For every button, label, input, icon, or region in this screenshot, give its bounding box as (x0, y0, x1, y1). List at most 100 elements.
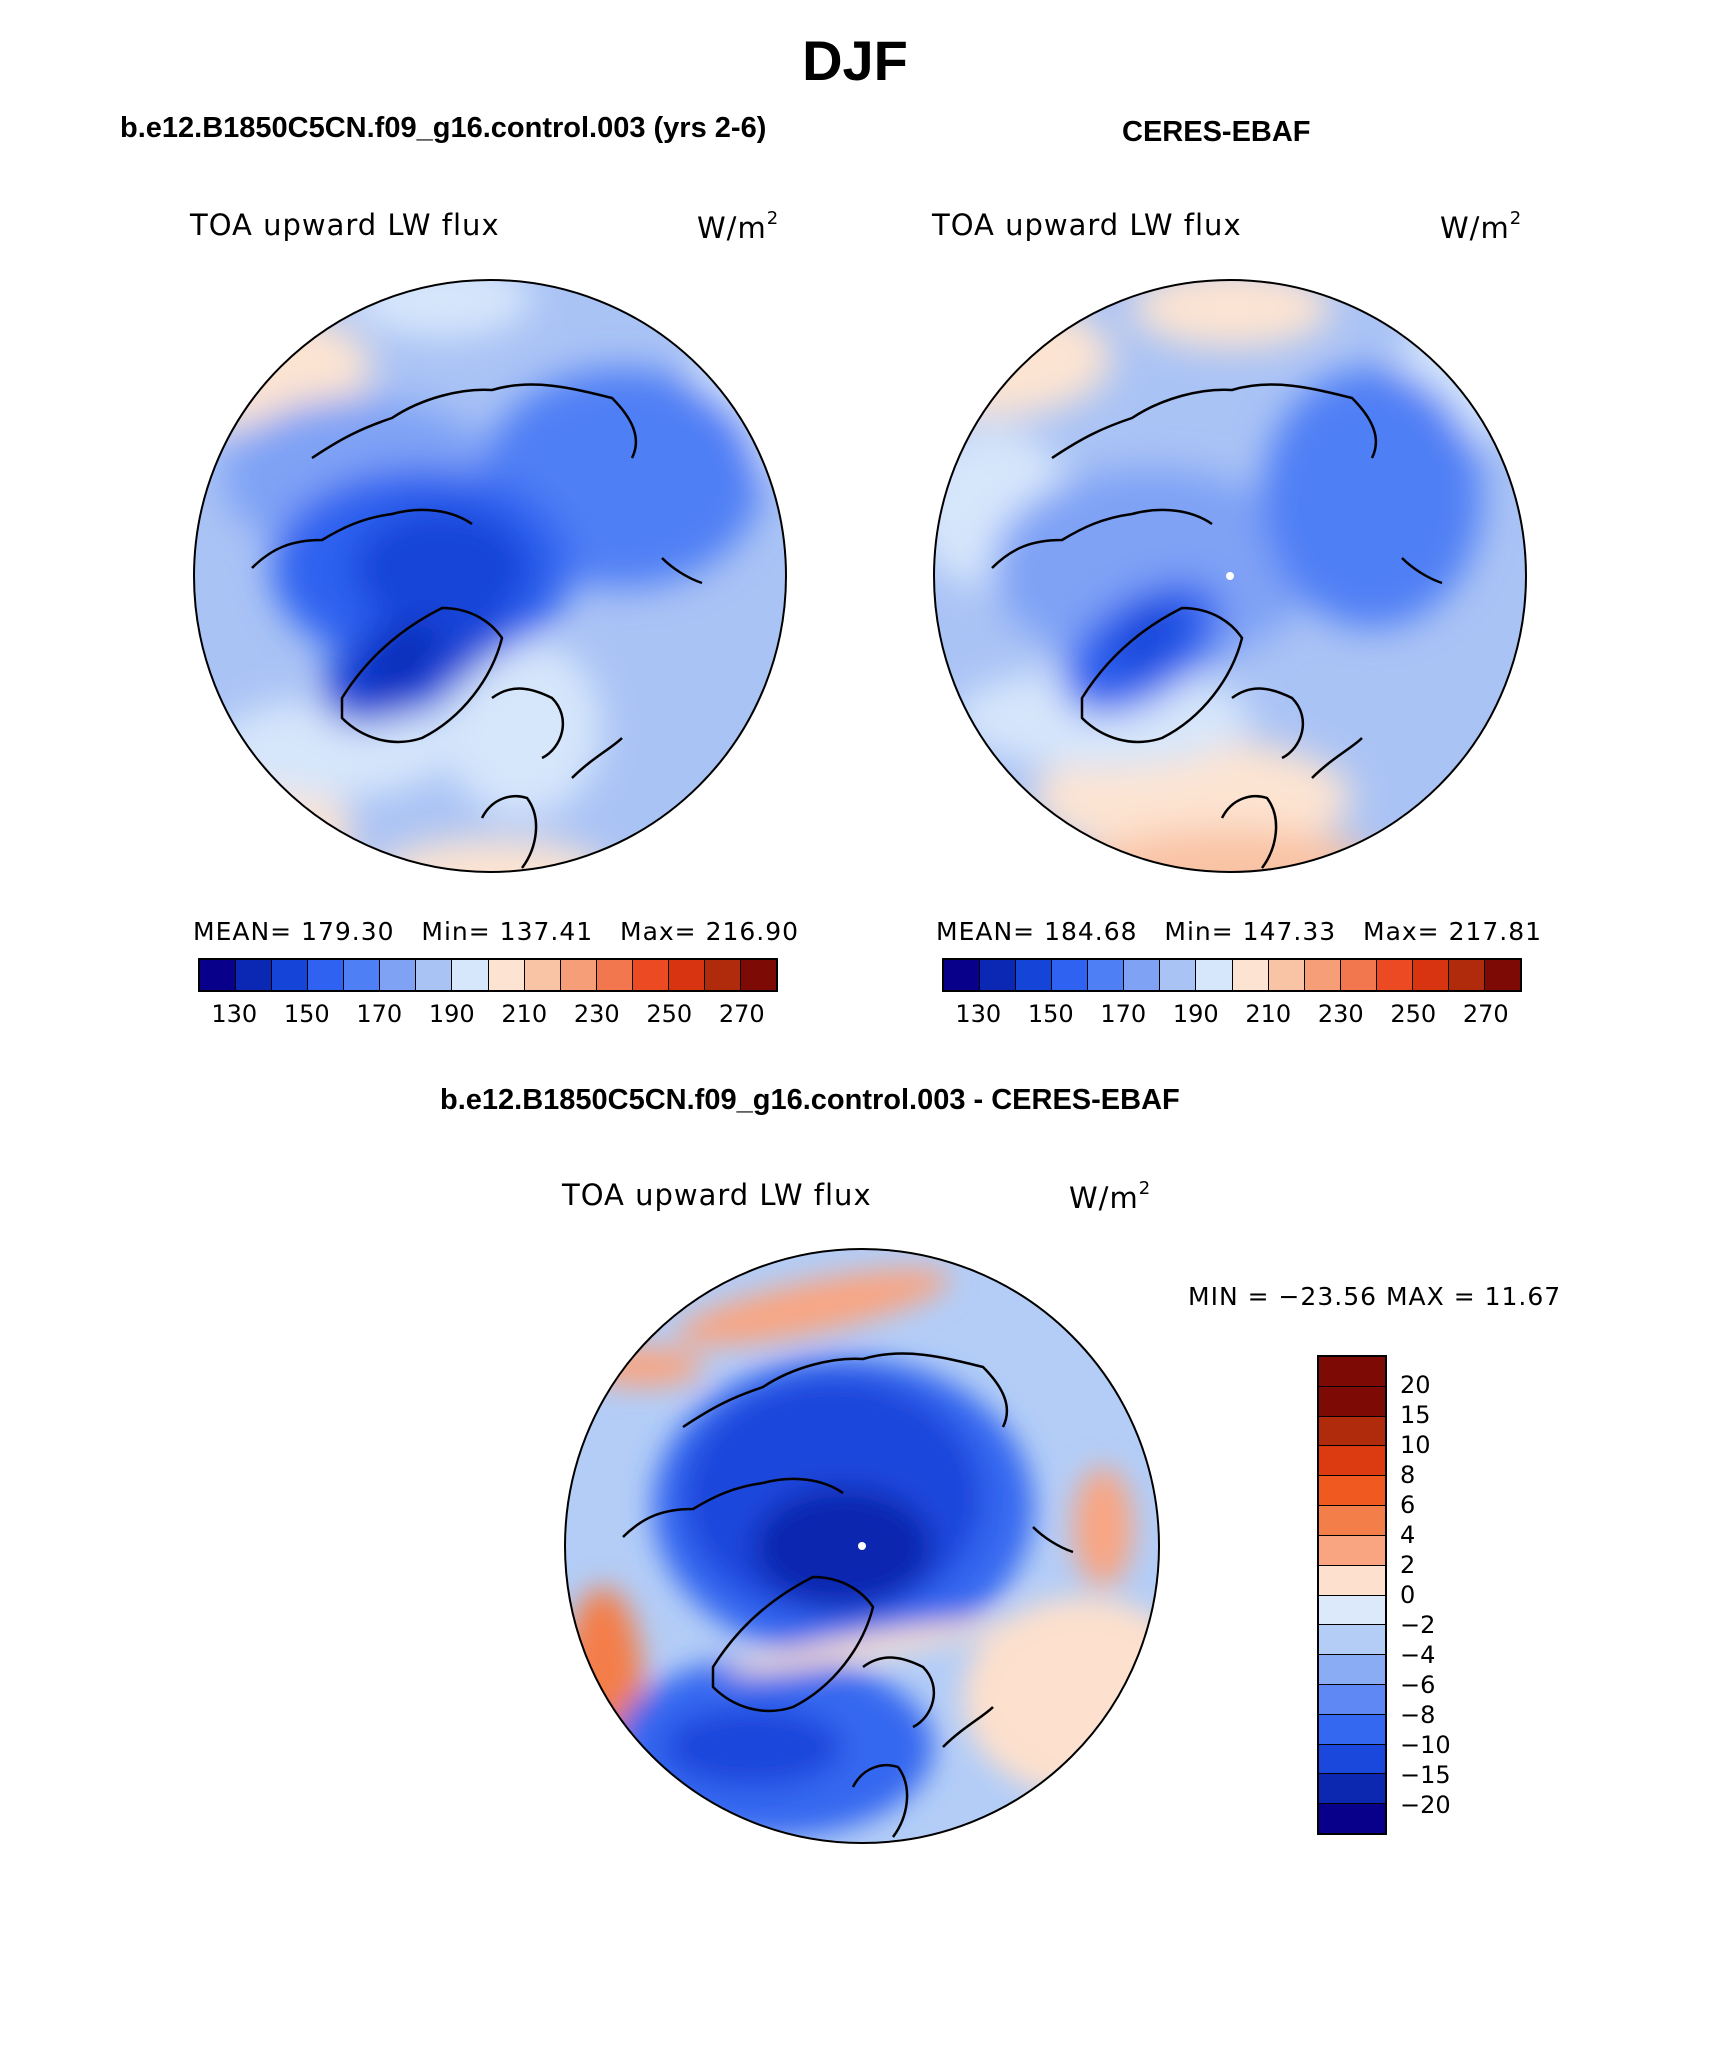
colorbar-box (1319, 1804, 1385, 1833)
colorbar-tick-label: 230 (1317, 1000, 1364, 1028)
colorbar-tick-label: 2 (1400, 1551, 1416, 1579)
colorbar-box (632, 960, 669, 990)
colorbar-box (1319, 1714, 1385, 1745)
colorbar-box (1319, 1655, 1385, 1685)
model-max-value: 216.90 (705, 917, 800, 946)
colorbar-box (1448, 960, 1485, 990)
colorbar-tick-label: 190 (1172, 1000, 1219, 1028)
colorbar-box (1319, 1446, 1385, 1477)
colorbar-box (944, 960, 981, 990)
obs-stats: MEAN= 184.68 Min= 147.33 Max= 217.81 (936, 917, 1543, 946)
colorbar-tick-label: −6 (1400, 1671, 1436, 1699)
obs-min-value: 147.33 (1242, 917, 1337, 946)
colorbar-box (560, 960, 597, 990)
colorbar-tick-label: 250 (1390, 1000, 1437, 1028)
obs-max-value: 217.81 (1448, 917, 1543, 946)
colorbar-box (596, 960, 633, 990)
colorbar-box (236, 960, 273, 990)
diff-panel-title: b.e12.B1850C5CN.f09_g16.control.003 - CE… (440, 1084, 1180, 1116)
colorbar-box (1376, 960, 1413, 990)
colorbar-box (1088, 960, 1125, 990)
colorbar-tick-label: 20 (1400, 1371, 1431, 1399)
diff-variable-label: TOA upward LW flux (562, 1178, 872, 1212)
model-variable-label: TOA upward LW flux (190, 208, 500, 242)
obs-colorbar (942, 958, 1522, 992)
obs-mean-value: 184.68 (1044, 917, 1138, 946)
colorbar-box (200, 960, 237, 990)
colorbar-tick-label: −20 (1400, 1791, 1451, 1819)
colorbar-box (1319, 1565, 1385, 1596)
colorbar-box (452, 960, 489, 990)
colorbar-box (1196, 960, 1233, 990)
colorbar-box (344, 960, 381, 990)
colorbar-tick-label: 8 (1400, 1461, 1416, 1489)
model-panel-title: b.e12.B1850C5CN.f09_g16.control.003 (yrs… (120, 112, 767, 144)
colorbar-tick-label: 230 (573, 1000, 620, 1028)
colorbar-box (1124, 960, 1161, 990)
colorbar-box (668, 960, 705, 990)
diff-polar-map (564, 1248, 1160, 1844)
colorbar-box (1319, 1595, 1385, 1626)
colorbar-box (380, 960, 417, 990)
colorbar-box (1319, 1386, 1385, 1417)
model-stats: MEAN= 179.30 Min= 137.41 Max= 216.90 (193, 917, 800, 946)
colorbar-box (1319, 1625, 1385, 1656)
obs-variable-label: TOA upward LW flux (932, 208, 1242, 242)
colorbar-tick-label: 150 (1027, 1000, 1074, 1028)
colorbar-box (1319, 1416, 1385, 1447)
obs-units-label: W/m2 (1440, 208, 1523, 245)
colorbar-box (980, 960, 1017, 990)
colorbar-tick-label: 210 (1245, 1000, 1292, 1028)
obs-polar-map (933, 279, 1527, 873)
diff-units-label: W/m2 (1069, 1178, 1152, 1215)
model-colorbar-ticks: 130 150 170 190 210 230 250 270 (198, 1000, 778, 1030)
obs-panel-title: CERES-EBAF (1122, 116, 1311, 148)
colorbar-box (488, 960, 525, 990)
colorbar-box (1268, 960, 1305, 990)
colorbar-tick-label: −2 (1400, 1611, 1436, 1639)
colorbar-box (704, 960, 741, 990)
colorbar-tick-label: 10 (1400, 1431, 1431, 1459)
colorbar-box (1232, 960, 1269, 990)
figure-title: DJF (802, 29, 908, 92)
colorbar-tick-label: 190 (428, 1000, 475, 1028)
model-units-label: W/m2 (697, 208, 780, 245)
model-min-value: 137.41 (499, 917, 594, 946)
colorbar-box (308, 960, 345, 990)
colorbar-box (1319, 1535, 1385, 1566)
colorbar-tick-label: −10 (1400, 1731, 1451, 1759)
colorbar-box (1319, 1357, 1385, 1387)
colorbar-tick-label: 15 (1400, 1401, 1431, 1429)
colorbar-tick-label: 170 (1100, 1000, 1147, 1028)
diff-minmax: MIN = −23.56 MAX = 11.67 (1188, 1282, 1562, 1311)
colorbar-tick-label: 4 (1400, 1521, 1416, 1549)
colorbar-tick-label: 0 (1400, 1581, 1416, 1609)
obs-colorbar-ticks: 130 150 170 190 210 230 250 270 (942, 1000, 1522, 1030)
colorbar-tick-label: −8 (1400, 1701, 1436, 1729)
colorbar-tick-label: 6 (1400, 1491, 1416, 1519)
colorbar-box (740, 960, 776, 990)
colorbar-box (1160, 960, 1197, 990)
model-colorbar (198, 958, 778, 992)
colorbar-box (272, 960, 309, 990)
model-mean-value: 179.30 (301, 917, 395, 946)
colorbar-box (1412, 960, 1449, 990)
colorbar-box (1016, 960, 1053, 990)
diff-colorbar (1317, 1355, 1387, 1835)
colorbar-box (1319, 1744, 1385, 1775)
colorbar-tick-label: 170 (356, 1000, 403, 1028)
colorbar-box (1319, 1684, 1385, 1715)
colorbar-box (524, 960, 561, 990)
colorbar-box (1319, 1476, 1385, 1507)
colorbar-tick-label: 130 (211, 1000, 258, 1028)
colorbar-box (1484, 960, 1520, 990)
colorbar-box (1319, 1774, 1385, 1805)
colorbar-tick-label: 130 (955, 1000, 1002, 1028)
diff-colorbar-ticks: 20 15 10 8 6 4 2 0 −2 −4 −6 −8 −10 −15 −20 (1400, 1355, 1480, 1835)
colorbar-tick-label: 250 (646, 1000, 693, 1028)
colorbar-box (1304, 960, 1341, 990)
colorbar-tick-label: −15 (1400, 1761, 1451, 1789)
colorbar-box (416, 960, 453, 990)
colorbar-box (1319, 1506, 1385, 1536)
colorbar-tick-label: −4 (1400, 1641, 1436, 1669)
